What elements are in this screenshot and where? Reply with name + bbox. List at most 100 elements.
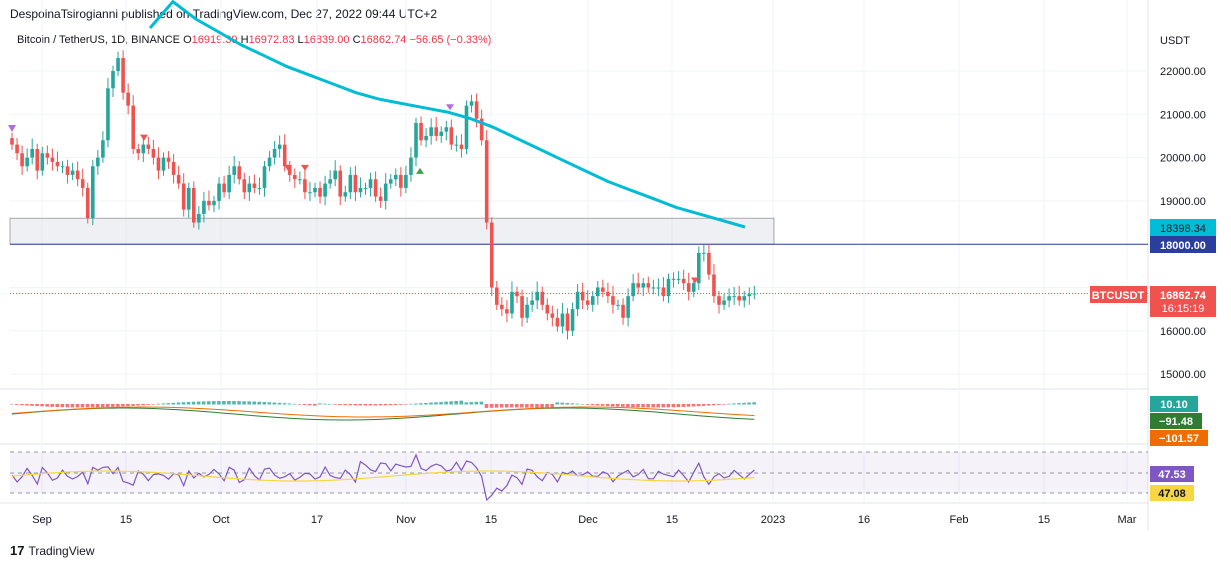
macd-histogram-bar [30, 404, 34, 406]
macd-histogram-bar [449, 401, 453, 405]
footer[interactable]: 17 TradingView [10, 543, 95, 558]
macd-histogram-bar [520, 404, 524, 408]
macd-histogram-bar [509, 404, 514, 408]
candle-body [151, 148, 156, 158]
macd-histogram-bar [474, 401, 479, 405]
macd-histogram-bar [727, 403, 731, 405]
candle-body [419, 122, 423, 141]
macd-histogram-bar [262, 402, 267, 405]
macd-signal-line [11, 406, 755, 418]
macd-histogram-bar [570, 403, 575, 405]
macd-histogram-bar [661, 404, 666, 408]
candle-body [192, 187, 196, 223]
axis-currency: USDT [1160, 35, 1190, 47]
legend-symbol[interactable]: Bitcoin / TetherUS, 1D, BINANCE [17, 34, 181, 46]
price-tick-label: 20000.00 [1160, 153, 1206, 165]
macd-histogram-bar [116, 404, 120, 407]
macd-histogram-bar [186, 401, 191, 405]
macd-signal-value: −101.57 [1159, 433, 1199, 445]
moving-average-line[interactable] [148, 0, 746, 229]
candle-body [161, 157, 166, 171]
macd-histogram-bar [328, 403, 332, 405]
candle-body [601, 287, 605, 292]
candle-body [15, 144, 19, 154]
support-zone[interactable] [9, 217, 775, 245]
candle-body [35, 148, 40, 171]
candle-body [636, 283, 640, 288]
macd-histogram-bar [287, 403, 292, 405]
candle-body [30, 148, 34, 158]
candle-body [414, 122, 418, 158]
rsi-ma-badge [1150, 485, 1194, 501]
candle-body [70, 170, 75, 175]
candle-body [242, 179, 247, 193]
macd-histogram-bar [656, 404, 660, 408]
candle-body [732, 296, 736, 298]
candle-body [237, 166, 242, 180]
macd-hist-value: 10.10 [1160, 399, 1188, 411]
time-tick-label: 16 [858, 514, 870, 526]
candle-body [353, 174, 358, 193]
macd-histogram-bar [600, 404, 605, 406]
candle-body [666, 278, 671, 297]
macd-histogram-bar [45, 404, 49, 407]
ticker-badge[interactable] [1090, 286, 1147, 303]
rsi-line[interactable] [11, 453, 755, 502]
macd-histogram-bar [237, 401, 241, 405]
time-tick-label: Feb [950, 514, 969, 526]
macd-histogram-bar [621, 404, 625, 407]
macd-histogram-bar [146, 404, 150, 405]
macd-histogram-bar [111, 404, 115, 407]
macd-histogram-bar [201, 401, 206, 405]
macd-histogram-bar [717, 404, 721, 405]
candle-body [383, 183, 388, 201]
macd-histogram-bar [489, 404, 494, 408]
candle-body [25, 157, 29, 167]
macd-histogram-bar [252, 401, 256, 405]
candle-body [641, 283, 646, 288]
macd-histogram-bar [121, 404, 125, 407]
macd-histogram-bar [737, 403, 741, 405]
candle-body [181, 183, 186, 210]
candle-body [348, 174, 353, 193]
candle-body [717, 296, 721, 305]
candle-body [96, 157, 100, 167]
sell-signal-marker [140, 134, 148, 141]
macd-histogram-bar [257, 401, 262, 405]
macd-histogram-bar [151, 404, 155, 405]
sell-signal-marker [301, 164, 309, 171]
macd-histogram-bar [429, 402, 433, 405]
level-badge [1150, 236, 1216, 253]
macd-pane[interactable] [10, 400, 756, 421]
candle-body [439, 131, 444, 136]
candle-body [394, 174, 398, 180]
candle-body [272, 148, 277, 158]
candle-body [156, 157, 161, 171]
macd-histogram-bar [631, 404, 635, 408]
macd-histogram-bar [646, 404, 650, 408]
macd-line-value: −91.48 [1159, 416, 1193, 428]
candle-body [434, 127, 438, 136]
candle-body [267, 157, 272, 167]
rsi-ma-line[interactable] [11, 470, 755, 482]
candle-body [368, 179, 373, 188]
candle-body [722, 300, 726, 305]
candle-body [252, 183, 257, 188]
time-tick-label: 2023 [761, 514, 785, 526]
candle-body [308, 192, 312, 194]
candle-body [611, 296, 615, 305]
chart-legend: Bitcoin / TetherUS, 1D, BINANCE O16919.3… [17, 34, 491, 46]
bar-countdown: 16:15:19 [1162, 303, 1205, 315]
macd-histogram-bar [701, 404, 706, 406]
macd-histogram-bar [464, 402, 469, 405]
signal-markers [8, 104, 699, 284]
macd-histogram-bar [131, 404, 135, 406]
macd-histogram-bar [681, 404, 686, 407]
candle-body [495, 287, 499, 305]
level-value: 18000.00 [1160, 240, 1206, 252]
candle-body [500, 304, 504, 310]
macd-histogram-bar [15, 404, 19, 405]
ma-value: 18398.34 [1160, 223, 1206, 235]
macd-histogram-bar [378, 404, 383, 406]
